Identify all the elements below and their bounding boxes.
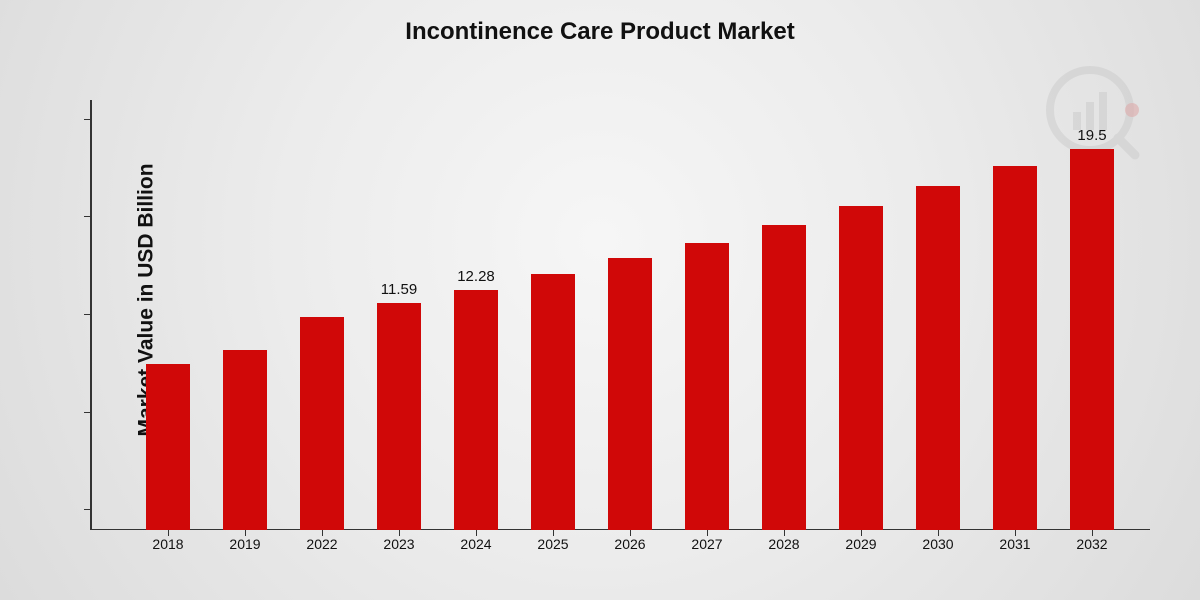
bar	[685, 243, 729, 530]
x-tick-label: 2029	[832, 536, 890, 552]
plot-area: 11.59 12.28 19.5	[90, 100, 1150, 530]
x-tick-label: 2022	[293, 536, 351, 552]
bar-value-label: 11.59	[381, 281, 417, 299]
bar	[300, 317, 344, 530]
bar-wrap	[293, 295, 351, 530]
bar-wrap	[755, 203, 813, 530]
x-tick-label: 2030	[909, 536, 967, 552]
bar	[377, 303, 421, 530]
bars-container: 11.59 12.28 19.5	[90, 100, 1150, 530]
x-tick-label: 2031	[986, 536, 1044, 552]
x-tick-label: 2019	[216, 536, 274, 552]
x-tick-label: 2025	[524, 536, 582, 552]
bar	[839, 206, 883, 530]
bar-wrap	[139, 342, 197, 530]
bar-value-label: 12.28	[457, 268, 495, 286]
x-tick-label: 2027	[678, 536, 736, 552]
bar	[223, 350, 267, 530]
bar-wrap	[601, 236, 659, 530]
bar-wrap	[909, 164, 967, 530]
bar-wrap	[524, 252, 582, 530]
bar	[146, 364, 190, 530]
bar-value-label: 19.5	[1077, 127, 1106, 145]
x-labels: 2018 2019 2022 2023 2024 2025 2026 2027 2028 2029…	[90, 536, 1150, 552]
x-tick-label: 2023	[370, 536, 428, 552]
bar-wrap	[216, 328, 274, 530]
bar	[916, 186, 960, 530]
bar	[762, 225, 806, 530]
bar-wrap	[678, 221, 736, 530]
x-tick-label: 2028	[755, 536, 813, 552]
bar-wrap: 19.5	[1063, 127, 1121, 530]
bar	[1070, 149, 1114, 530]
bar	[531, 274, 575, 530]
bar	[608, 258, 652, 530]
bar	[993, 166, 1037, 530]
chart-title: Incontinence Care Product Market	[0, 18, 1200, 46]
x-tick-label: 2024	[447, 536, 505, 552]
bar-wrap: 11.59	[370, 281, 428, 530]
bar-wrap: 12.28	[447, 268, 505, 530]
bar-wrap	[986, 144, 1044, 530]
x-tick-label: 2032	[1063, 536, 1121, 552]
bar-wrap	[832, 184, 890, 530]
chart-page: Incontinence Care Product Market Market …	[0, 0, 1200, 600]
x-tick-label: 2018	[139, 536, 197, 552]
bar	[454, 290, 498, 530]
x-tick-label: 2026	[601, 536, 659, 552]
